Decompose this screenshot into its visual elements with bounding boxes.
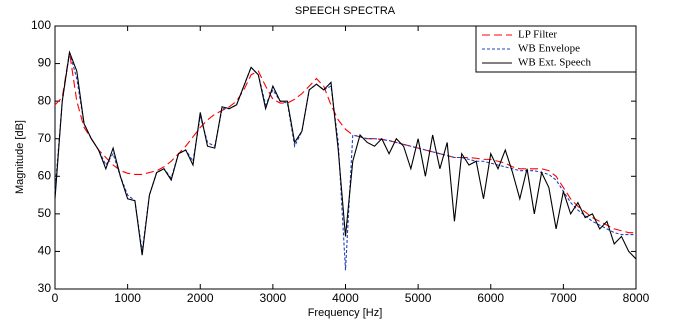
legend-label: WB Ext. Speech — [518, 57, 592, 69]
legend: LP Filter WB Envelope WB Ext. Speech — [475, 25, 637, 73]
x-tick-label: 1000 — [114, 291, 141, 305]
series-line — [54, 50, 637, 260]
x-tick-label: 4000 — [332, 291, 359, 305]
y-tick-label: 100 — [31, 18, 51, 32]
x-tick-label: 5000 — [405, 291, 432, 305]
x-tick-label: 6000 — [477, 291, 504, 305]
x-tick-label: 3000 — [260, 291, 287, 305]
legend-label: WB Envelope — [518, 43, 580, 55]
x-axis-label: Frequency [Hz] — [308, 307, 383, 319]
y-tick-label: 60 — [38, 168, 52, 182]
chart-title: SPEECH SPECTRA — [295, 5, 396, 17]
series-line — [54, 52, 636, 234]
y-tick-label: 50 — [38, 206, 52, 220]
legend-label: LP Filter — [518, 29, 557, 41]
x-tick-label: 2000 — [187, 291, 214, 305]
y-tick-label: 40 — [38, 244, 52, 258]
y-axis-label: Magnitude [dB] — [14, 120, 26, 194]
y-tick-label: 70 — [38, 131, 52, 145]
y-tick-label: 90 — [38, 56, 52, 70]
x-tick-label: 7000 — [550, 291, 577, 305]
x-tick-label: 8000 — [623, 291, 650, 305]
y-tick-label: 80 — [38, 93, 52, 107]
x-tick-label: 0 — [52, 291, 59, 305]
series-line — [54, 52, 636, 271]
legend-box — [475, 25, 637, 73]
y-tick-label: 30 — [38, 281, 52, 295]
